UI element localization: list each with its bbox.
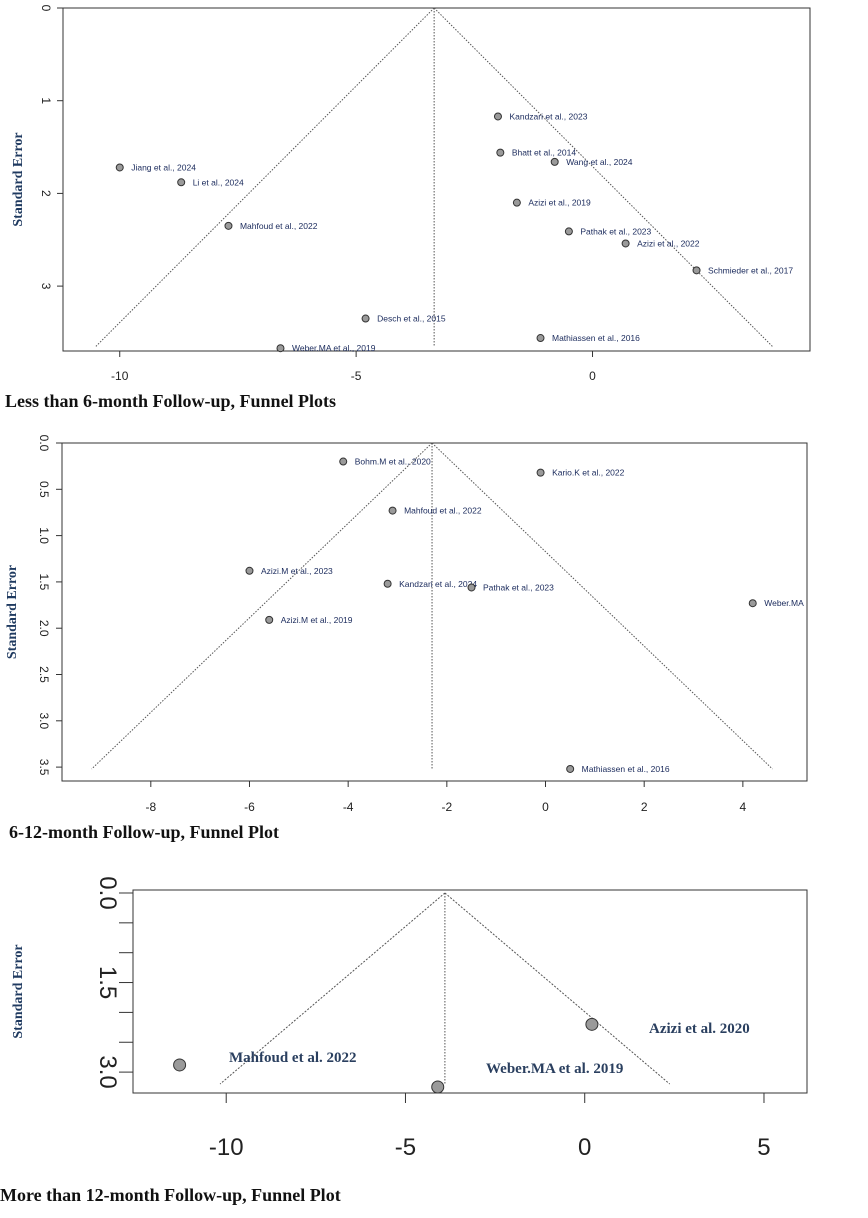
study-point (564, 227, 573, 236)
study-point (276, 344, 285, 353)
y-tick-label: 3.0 (37, 712, 51, 729)
study-point (339, 457, 348, 466)
study-label: Mahfoud et al., 2022 (240, 221, 318, 231)
x-tick-label: -8 (145, 800, 156, 814)
study-label: Mathiassen et al., 2016 (582, 764, 670, 774)
study-point (585, 1017, 599, 1031)
study-label: Pathak et al., 2023 (483, 582, 554, 592)
plot-frame (62, 7, 811, 352)
study-point (550, 157, 559, 166)
study-point (224, 221, 233, 230)
study-point (566, 764, 575, 773)
study-point (536, 334, 545, 343)
funnel-right-boundary (431, 442, 773, 770)
y-tick-label: 2.5 (37, 666, 51, 683)
funnel-left-boundary (91, 442, 433, 770)
caption-less-than-6-month: Less than 6-month Follow-up, Funnel Plot… (5, 391, 337, 411)
study-label: Bhatt et al., 2014 (512, 148, 577, 158)
study-label: Bohm.M et al., 2020 (355, 457, 431, 467)
study-point (361, 314, 370, 323)
y-tick-label: 0 (39, 5, 53, 12)
study-label: Jiang et al., 2024 (131, 162, 196, 172)
study-point (388, 506, 397, 515)
x-tick-label: -10 (111, 369, 129, 383)
funnel-plot-less-than-6-month: -10 -5 0 0 1 2 3 Standard Error Jiang et al., 20… (11, 5, 811, 383)
study-point (467, 583, 476, 592)
caption-6-12-month: 6-12-month Follow-up, Funnel Plot (9, 822, 280, 842)
y-tick-label: 3.5 (37, 759, 51, 776)
study-label: Weber.MA et al., 2019 (292, 343, 376, 353)
study-label: Kandzari et al., 2024 (399, 579, 477, 589)
study-label: Azizi et al. 2020 (649, 1021, 750, 1037)
funnel-right-boundary (444, 892, 671, 1085)
study-label: Azizi et al., 2019 (528, 198, 591, 208)
y-tick-label: 1 (39, 97, 53, 104)
funnel-plot-more-than-12-month: -10 -5 0 5 0.0 1.5 3.0 Standard Error Mahfoud et… (11, 876, 808, 1161)
y-tick-label: 0.0 (37, 435, 51, 452)
study-label: Azizi et al., 2022 (637, 238, 700, 248)
study-label: Mahfoud et al., 2022 (404, 506, 482, 516)
caption-more-than-12-month: More than 12-month Follow-up, Funnel Plo… (0, 1185, 341, 1205)
study-label: Kario.K et al., 2022 (552, 468, 625, 478)
study-label: Schmieder et al., 2017 (708, 265, 793, 275)
study-point (431, 1080, 445, 1094)
study-point (493, 112, 502, 121)
y-axis-label: Standard Error (11, 132, 26, 226)
x-tick-label: 5 (757, 1134, 770, 1161)
study-label: Azizi.M et al., 2019 (281, 615, 353, 625)
x-tick-label: -2 (441, 800, 452, 814)
study-point (115, 163, 124, 172)
study-point (265, 615, 274, 624)
x-tick-label: -5 (395, 1134, 416, 1161)
study-label: Desch et al., 2015 (377, 314, 446, 324)
study-point (692, 266, 701, 275)
y-tick-label: 1.5 (37, 574, 51, 591)
x-tick-label: 0 (589, 369, 596, 383)
x-tick-label: 4 (740, 800, 747, 814)
funnel-plot-6-12-month: -8 -6 -4 -2 0 2 4 0.0 0.5 1.0 1.5 2.0 2.5 3.0 3.5 Stand… (5, 435, 808, 814)
study-point (621, 239, 630, 248)
study-label: Wang et al., 2024 (566, 157, 633, 167)
study-label: Weber.MA et al. 2019 (486, 1061, 623, 1077)
study-point (177, 178, 186, 187)
plot-frame (61, 442, 808, 782)
study-point (383, 579, 392, 588)
study-label: Kandzari et al., 2023 (509, 111, 587, 121)
study-label: Azizi.M et al., 2023 (261, 566, 333, 576)
study-label: Mahfoud et al. 2022 (229, 1050, 357, 1066)
funnel-right-boundary (433, 7, 773, 347)
y-tick-label: 2.0 (37, 620, 51, 637)
x-tick-label: 0 (578, 1134, 591, 1161)
x-tick-label: -4 (343, 800, 354, 814)
y-tick-label: 1.5 (94, 966, 121, 999)
study-label: Mathiassen et al., 2016 (552, 333, 640, 343)
y-axis-label: Standard Error (5, 565, 20, 659)
study-point (748, 599, 757, 608)
x-tick-label: -10 (209, 1134, 244, 1161)
study-point (173, 1058, 187, 1072)
x-tick-label: -5 (351, 369, 362, 383)
y-tick-label: 3 (39, 283, 53, 290)
funnel-left-boundary (95, 7, 435, 347)
study-label: Weber.MA (764, 598, 804, 608)
study-point (496, 148, 505, 157)
study-label: Pathak et al., 2023 (580, 226, 651, 236)
study-point (245, 566, 254, 575)
y-tick-label: 0.0 (94, 876, 121, 909)
x-tick-label: -6 (244, 800, 255, 814)
x-tick-label: 0 (542, 800, 549, 814)
study-label: Li et al., 2024 (193, 177, 244, 187)
study-point (536, 468, 545, 477)
x-tick-label: 2 (641, 800, 648, 814)
y-tick-label: 3.0 (94, 1055, 121, 1088)
y-axis-label: Standard Error (11, 944, 26, 1038)
funnel-left-boundary (219, 892, 446, 1085)
y-tick-label: 1.0 (37, 527, 51, 544)
plot-frame (132, 889, 808, 1094)
study-point (512, 198, 521, 207)
y-tick-label: 2 (39, 190, 53, 197)
y-tick-label: 0.5 (37, 481, 51, 498)
